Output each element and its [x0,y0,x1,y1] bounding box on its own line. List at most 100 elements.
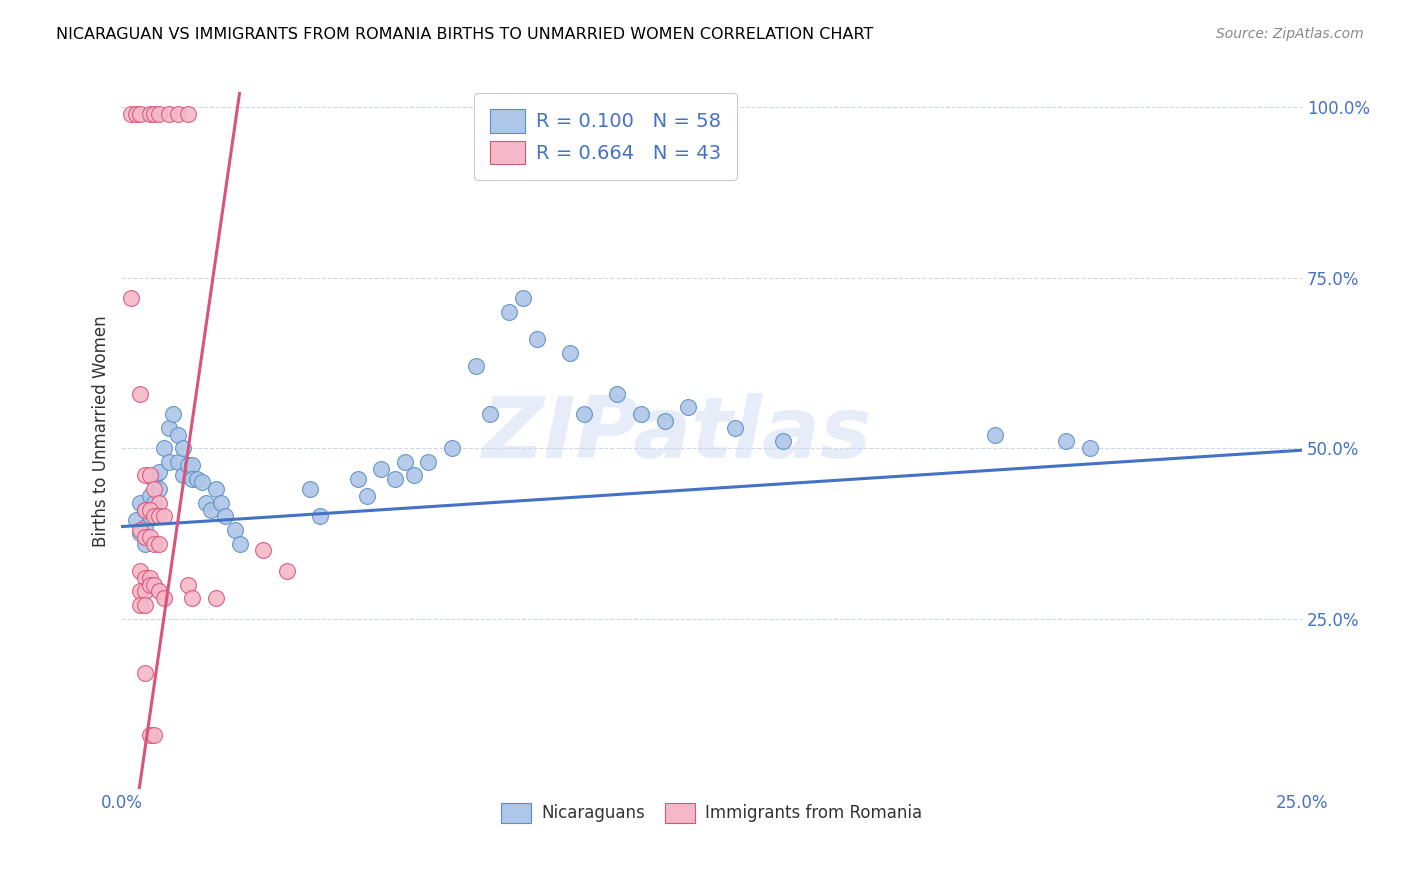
Legend: Nicaraguans, Immigrants from Romania: Nicaraguans, Immigrants from Romania [489,791,934,835]
Point [209,496,232,510]
Point [157,455,180,469]
Point [276,564,298,578]
Point [148,509,170,524]
Point [134,598,156,612]
Point [134,519,156,533]
Point [181,591,204,606]
Point [143,577,166,591]
Point [574,407,596,421]
Point [654,414,676,428]
Point [228,536,250,550]
Y-axis label: Births to Unmarried Women: Births to Unmarried Women [93,315,110,547]
Point [143,536,166,550]
Point [143,509,166,524]
Point [162,407,184,421]
Point [134,571,156,585]
Point [512,291,534,305]
Point [129,523,152,537]
Point [139,577,162,591]
Point [526,332,548,346]
Point [205,482,228,496]
Point [394,455,416,469]
Point [143,472,166,486]
Point [1078,441,1101,455]
Point [205,591,228,606]
Point [176,577,198,591]
Point [143,107,166,121]
Point [124,513,146,527]
Point [346,472,368,486]
Point [153,441,176,455]
Point [129,526,152,541]
Point [356,489,378,503]
Point [139,502,162,516]
Point [148,496,170,510]
Point [134,502,156,516]
Point [200,502,222,516]
Point [143,482,166,496]
Point [139,728,162,742]
Point [120,107,142,121]
Point [143,728,166,742]
Point [176,458,198,473]
Point [190,475,212,490]
Point [464,359,486,374]
Point [134,530,156,544]
Point [167,107,190,121]
Text: NICARAGUAN VS IMMIGRANTS FROM ROMANIA BIRTHS TO UNMARRIED WOMEN CORRELATION CHAR: NICARAGUAN VS IMMIGRANTS FROM ROMANIA BI… [56,27,873,42]
Point [129,584,152,599]
Point [224,523,246,537]
Point [181,458,204,473]
Point [167,455,190,469]
Point [370,461,392,475]
Point [129,386,152,401]
Point [148,536,170,550]
Point [139,509,162,524]
Point [124,107,146,121]
Point [148,465,170,479]
Point [772,434,794,449]
Point [148,584,170,599]
Point [157,420,180,434]
Point [186,472,208,486]
Point [676,401,699,415]
Point [167,427,190,442]
Point [148,107,170,121]
Point [153,509,176,524]
Text: Source: ZipAtlas.com: Source: ZipAtlas.com [1216,27,1364,41]
Point [252,543,274,558]
Point [724,420,747,434]
Point [172,468,194,483]
Point [558,345,581,359]
Point [630,407,652,421]
Point [153,591,176,606]
Point [1054,434,1077,449]
Point [195,496,218,510]
Point [129,598,152,612]
Point [139,468,162,483]
Point [308,509,330,524]
Point [478,407,501,421]
Point [134,468,156,483]
Point [129,496,152,510]
Point [404,468,426,483]
Point [139,530,162,544]
Point [181,472,204,486]
Point [143,496,166,510]
Point [134,666,156,681]
Point [129,107,152,121]
Point [440,441,463,455]
Point [134,502,156,516]
Point [172,441,194,455]
Point [498,304,520,318]
Point [984,427,1007,442]
Point [214,509,236,524]
Point [120,291,142,305]
Point [176,107,198,121]
Point [129,564,152,578]
Point [606,386,628,401]
Point [299,482,322,496]
Point [148,482,170,496]
Point [134,536,156,550]
Point [157,107,180,121]
